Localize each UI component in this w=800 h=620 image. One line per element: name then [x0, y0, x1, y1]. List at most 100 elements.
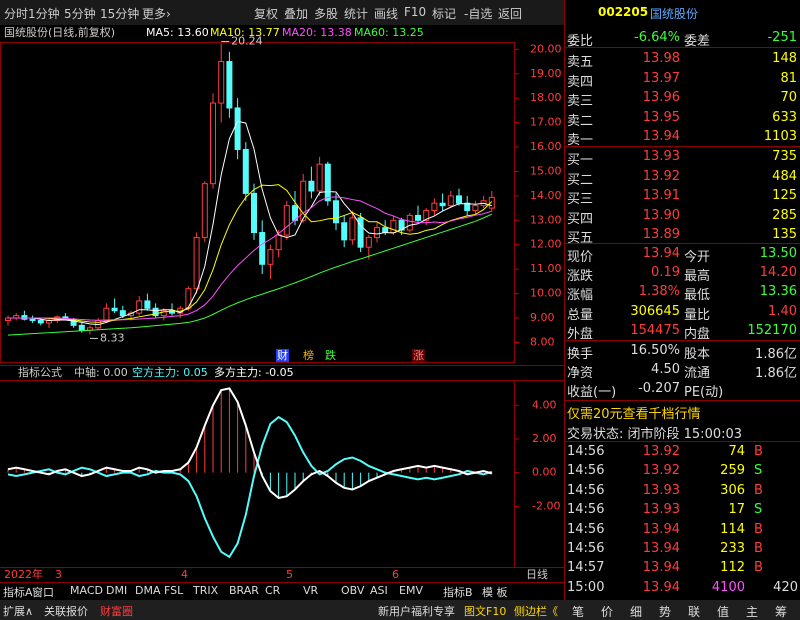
- tab[interactable]: BRAR: [229, 584, 259, 597]
- side-icon[interactable]: 联: [688, 605, 701, 619]
- y-tick-label: 8.00: [530, 335, 555, 348]
- side-icon[interactable]: 细: [630, 605, 643, 619]
- label: 今开: [684, 250, 711, 265]
- candle-body: [29, 318, 36, 321]
- value: 16.50%: [630, 343, 680, 358]
- tool-button[interactable]: F10: [404, 5, 427, 19]
- tool-button[interactable]: 复权: [254, 7, 279, 21]
- price: 13.97: [642, 70, 680, 86]
- candle-body: [365, 236, 372, 248]
- period-button[interactable]: 更多›: [142, 7, 171, 21]
- event-marker: 跌: [325, 348, 336, 362]
- event-marker: 财: [277, 348, 288, 362]
- candle-body: [111, 307, 118, 312]
- tool-button[interactable]: 标记: [432, 7, 457, 21]
- label: 涨幅: [567, 288, 594, 304]
- date-label: 5: [286, 568, 293, 581]
- side-icon[interactable]: 价: [601, 605, 614, 619]
- label: 最低: [684, 288, 711, 304]
- tool-button[interactable]: 多股: [314, 7, 339, 21]
- indicator-line: [7, 387, 493, 500]
- tab[interactable]: 窗口: [32, 586, 54, 599]
- bottom-link[interactable]: 新用户福利专享: [378, 605, 455, 618]
- value: 306645: [630, 303, 680, 319]
- tool-button[interactable]: -自选: [464, 7, 493, 21]
- stock-name: 国统股份: [650, 7, 699, 21]
- bottom-link[interactable]: 关联报价: [44, 605, 88, 618]
- tab[interactable]: CR: [265, 584, 281, 597]
- time: 14:56: [567, 502, 605, 518]
- candle-body: [423, 210, 430, 221]
- bottom-link[interactable]: 扩展∧: [3, 605, 34, 618]
- side-icon[interactable]: 筹: [775, 605, 788, 619]
- y-tick-label: 14.00: [530, 189, 562, 202]
- candle-body: [283, 205, 290, 236]
- volume: 81: [780, 70, 797, 86]
- period-button[interactable]: 1分钟: [28, 7, 60, 21]
- trade-status: 交易状态: 闭市阶段 15:00:03: [567, 427, 743, 442]
- tab[interactable]: EMV: [399, 584, 423, 597]
- price: 13.93: [642, 502, 680, 518]
- period-button[interactable]: 分时: [4, 7, 29, 21]
- side: B: [754, 444, 763, 459]
- y-tick-label: 15.00: [530, 164, 562, 177]
- volume: 114: [720, 521, 745, 537]
- indicator-title: 指标公式: [18, 365, 62, 379]
- separator: [565, 243, 800, 244]
- date-label: 6: [392, 568, 399, 581]
- tab[interactable]: FSL: [164, 584, 184, 597]
- candle-body: [357, 217, 364, 248]
- value: 152170: [747, 322, 797, 338]
- separator: [565, 400, 800, 401]
- tab[interactable]: TRIX: [193, 584, 219, 597]
- y-tick-label: 18.00: [530, 91, 562, 104]
- count: 420: [773, 579, 798, 595]
- period-button[interactable]: 15分钟: [100, 7, 140, 21]
- candle-body: [406, 214, 413, 231]
- ma-legend: MA20: 13.38: [282, 26, 352, 39]
- tab[interactable]: 指标B: [443, 586, 473, 599]
- tool-button[interactable]: 叠加: [284, 7, 309, 21]
- time: 14:56: [567, 541, 605, 556]
- ma-legend: MA10: 13.77: [210, 26, 280, 39]
- bottom-bar: [0, 600, 800, 620]
- side-icon[interactable]: 笔: [572, 605, 585, 619]
- value: 1.40: [768, 303, 797, 319]
- tab[interactable]: DMA: [135, 584, 161, 597]
- label: 外盘: [567, 326, 594, 342]
- tab[interactable]: ASI: [370, 584, 388, 597]
- candle-body: [324, 163, 331, 202]
- bottom-link[interactable]: 图文F10: [464, 605, 507, 618]
- bottom-link[interactable]: 侧边栏《: [514, 605, 558, 618]
- side-icon[interactable]: 值: [717, 605, 730, 619]
- tab[interactable]: 指标A: [3, 586, 33, 599]
- y-tick-label: 11.00: [530, 262, 562, 275]
- event-marker-bg: [276, 349, 289, 362]
- legend: 多方主力: -0.05: [214, 365, 294, 379]
- side-icon[interactable]: 势: [659, 605, 672, 619]
- tool-button[interactable]: 统计: [344, 7, 369, 21]
- tab[interactable]: OBV: [341, 584, 365, 597]
- candle-body: [242, 148, 249, 194]
- price: 13.92: [642, 444, 680, 459]
- price: 13.93: [642, 482, 680, 498]
- value: 13.50: [759, 246, 797, 261]
- volume: 633: [772, 109, 797, 125]
- candle-body: [349, 217, 356, 241]
- tab[interactable]: MACD: [70, 584, 103, 597]
- price: 13.94: [642, 541, 680, 556]
- price: 13.89: [642, 227, 680, 242]
- event-marker-bg: [412, 349, 425, 362]
- label: 卖三: [567, 94, 594, 109]
- side-icon[interactable]: 主: [746, 605, 759, 619]
- bottom-link[interactable]: 财富圈: [100, 605, 133, 618]
- tab[interactable]: 模 板: [482, 586, 508, 599]
- tab[interactable]: DMI: [106, 584, 128, 597]
- tool-button[interactable]: 返回: [498, 7, 523, 21]
- label: 涨跌: [567, 269, 594, 285]
- period-button[interactable]: 5分钟: [64, 7, 96, 21]
- tab[interactable]: VR: [303, 584, 319, 597]
- tool-button[interactable]: 画线: [374, 7, 399, 21]
- toolbar: [0, 0, 565, 25]
